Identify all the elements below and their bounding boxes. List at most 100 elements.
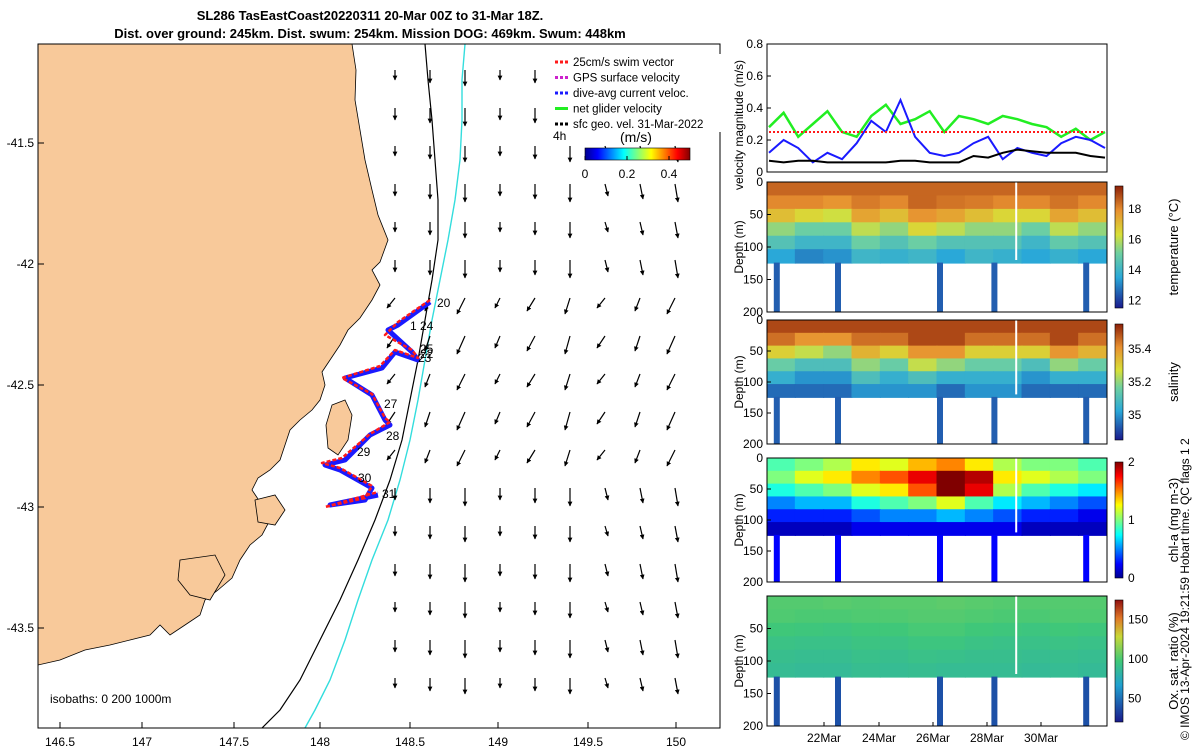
velocity-arrow bbox=[526, 411, 536, 428]
day-label: 31 bbox=[382, 487, 396, 501]
heatmap-cell bbox=[1021, 332, 1051, 347]
map-x-tick: 147.5 bbox=[219, 735, 249, 749]
heatmap-cell bbox=[1078, 496, 1107, 511]
heatmap-cell bbox=[794, 496, 825, 511]
velocity-arrow bbox=[634, 335, 641, 352]
heatmap-cell bbox=[823, 208, 853, 224]
heatmap-cell bbox=[993, 609, 1023, 624]
deep-dive-column bbox=[1083, 676, 1090, 726]
heatmap-cell bbox=[1049, 470, 1080, 485]
velocity-arrow bbox=[596, 335, 606, 349]
heatmap-cell bbox=[1078, 320, 1107, 334]
heatmap-cell bbox=[936, 496, 966, 511]
heatmap-cell bbox=[823, 596, 853, 611]
velocity-arrow bbox=[494, 335, 501, 349]
heatmap-cell bbox=[936, 470, 966, 485]
deep-dive-column bbox=[835, 676, 841, 726]
heatmap-cell bbox=[964, 622, 995, 638]
heatmap-cell bbox=[908, 636, 938, 651]
profile-panel-chla: 0 50 100 150 200 Depth (m) 0 1 2 chl-a (mg m-3) bbox=[732, 451, 1181, 589]
heatmap-cell bbox=[1078, 663, 1107, 678]
depth-tick: 50 bbox=[750, 208, 764, 222]
heatmap-cell bbox=[1021, 663, 1051, 678]
heatmap-cell bbox=[1078, 458, 1107, 472]
heatmap-cell bbox=[1078, 208, 1107, 224]
time-tick: 28Mar bbox=[970, 731, 1004, 745]
heatmap-cell bbox=[794, 208, 825, 224]
velocity-arrow bbox=[456, 411, 466, 431]
heatmap-cell bbox=[908, 371, 938, 386]
depth-tick: 150 bbox=[743, 406, 763, 420]
heatmap-cell bbox=[879, 222, 910, 237]
deep-dive-column bbox=[991, 262, 998, 312]
map-y-tick: -42 bbox=[17, 257, 35, 271]
heatmap-cell bbox=[936, 195, 966, 210]
time-tick: 30Mar bbox=[1024, 731, 1058, 745]
legend-label: net glider velocity bbox=[573, 104, 662, 116]
heatmap-cell bbox=[993, 195, 1023, 210]
imos-credit: © IMOS 13-Apr-2024 19:21:59 Hobart time.… bbox=[1178, 438, 1192, 740]
heatmap-cell bbox=[936, 249, 966, 264]
heatmap-cell bbox=[767, 371, 796, 386]
heatmap-cell bbox=[1049, 384, 1080, 398]
heatmap-cell bbox=[767, 358, 796, 373]
heatmap-cell bbox=[936, 182, 966, 197]
heatmap-cell bbox=[993, 371, 1023, 386]
colorbar-tick: 50 bbox=[1128, 691, 1142, 705]
heatmap-cell bbox=[993, 470, 1023, 485]
heatmap-cell bbox=[1078, 609, 1107, 624]
deep-dive-column bbox=[991, 396, 998, 444]
heatmap-cell bbox=[794, 358, 825, 373]
heatmap-cell bbox=[1049, 371, 1080, 386]
depth-tick: 150 bbox=[743, 687, 763, 701]
figure-title-line1: SL286 TasEastCoast20220311 20-Mar 00Z to… bbox=[196, 8, 544, 23]
heatmap-cell bbox=[1078, 636, 1107, 651]
heatmap-cell bbox=[1078, 371, 1107, 386]
profile-colorbar bbox=[1114, 323, 1124, 441]
depth-tick: 100 bbox=[743, 375, 763, 389]
velocity-arrow bbox=[604, 639, 610, 653]
velocity-arrow bbox=[666, 449, 676, 467]
depth-tick: 200 bbox=[743, 305, 763, 319]
heatmap-cell bbox=[767, 636, 796, 651]
heatmap-cell bbox=[936, 609, 966, 624]
map-y-axis: -41.5 -42 -42.5 -43 -43.5 bbox=[7, 136, 44, 635]
heatmap-cell bbox=[851, 496, 881, 511]
day-label: 25 bbox=[420, 342, 434, 356]
heatmap-cell bbox=[993, 320, 1023, 334]
heatmap-cell bbox=[1049, 235, 1080, 251]
heatmap-cell bbox=[1021, 358, 1051, 373]
heatmap-cell bbox=[794, 332, 825, 347]
legend-label: GPS surface velocity bbox=[573, 73, 680, 85]
colorbar-tick: 35.2 bbox=[1128, 375, 1152, 389]
legend-label: sfc geo. vel. 31-Mar-2022 bbox=[573, 119, 703, 131]
heatmap-cell bbox=[1049, 320, 1080, 334]
heatmap-cell bbox=[993, 496, 1023, 511]
depth-tick: 0 bbox=[756, 313, 763, 327]
velocity-arrow bbox=[386, 449, 396, 461]
heatmap-cell bbox=[767, 663, 796, 678]
heatmap-cell bbox=[823, 470, 853, 485]
heatmap-cell bbox=[794, 509, 825, 524]
heatmap-cell bbox=[936, 371, 966, 386]
colorbar-tick: 16 bbox=[1128, 232, 1142, 246]
heatmap-cell bbox=[1078, 522, 1107, 536]
velocity-arrow bbox=[526, 373, 536, 388]
heatmap-cell bbox=[1049, 509, 1080, 524]
depth-tick: 150 bbox=[743, 273, 763, 287]
heatmap-cell bbox=[936, 663, 966, 678]
heatmap-cell bbox=[993, 384, 1023, 398]
map-panel: 20 24 1 25 22 23 27 28 29 30 31 146.5 147… bbox=[6, 43, 721, 749]
heatmap-cell bbox=[767, 470, 796, 485]
depth-tick: 0 bbox=[756, 451, 763, 465]
heatmap-cell bbox=[964, 249, 995, 264]
profile-panel-temperature: 0 50 100 150 200 Depth (m) 12 14 16 18 temperature… bbox=[732, 175, 1181, 319]
velocity-arrow bbox=[639, 601, 645, 616]
heatmap-cell bbox=[1049, 249, 1080, 264]
colorbar-tick: 35 bbox=[1128, 408, 1142, 422]
heatmap-cell bbox=[823, 483, 853, 498]
heatmap-cell bbox=[823, 522, 853, 536]
colorbar-tick: 18 bbox=[1128, 202, 1142, 216]
velocity-axes bbox=[766, 43, 1108, 173]
deep-dive-column bbox=[937, 262, 943, 312]
